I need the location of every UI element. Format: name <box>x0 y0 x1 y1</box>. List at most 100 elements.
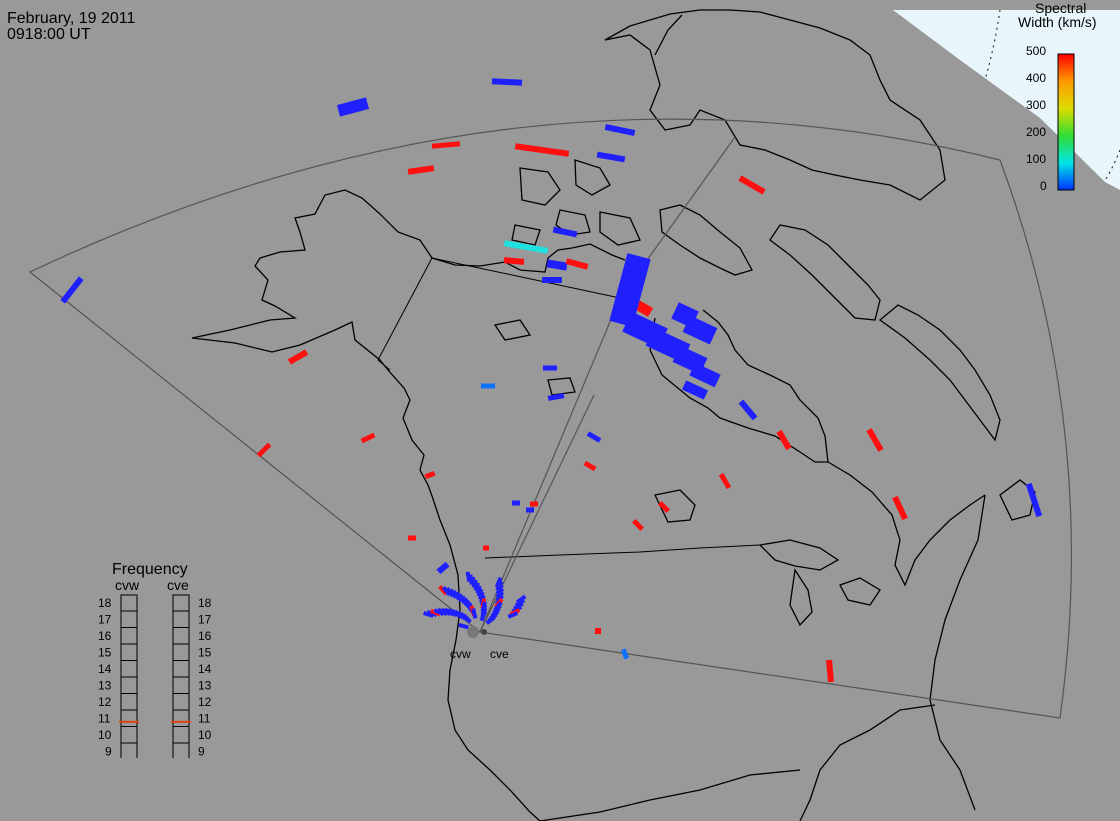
echo-block <box>682 380 708 400</box>
echo-cell <box>866 428 884 452</box>
echo-cell-near <box>471 608 478 619</box>
frequency-cve-tick-label: 18 <box>198 596 212 610</box>
colorbar-tick-300: 300 <box>1026 98 1046 112</box>
echo-cell <box>407 165 435 175</box>
cvw-label: cvw <box>450 647 471 661</box>
frequency-title: Frequency <box>112 561 188 578</box>
echo-cell-near <box>485 615 496 625</box>
frequency-panel: Frequency cvw cve 18 18 17 17 16 16 15 15 14 14 13… <box>98 561 212 758</box>
echo-cell <box>565 258 589 270</box>
frequency-cve-label: cve <box>167 577 189 593</box>
echo-cell <box>530 501 538 507</box>
colorbar-title-1: Spectral <box>1035 0 1086 16</box>
echo-cell-near <box>494 576 503 588</box>
echo-cell <box>491 78 523 86</box>
echo-cell <box>738 399 758 421</box>
frequency-cve-tick-label: 9 <box>198 745 205 759</box>
frequency-cvw-tick-label: 18 <box>98 596 112 610</box>
cve-frequency-marker <box>171 720 191 723</box>
colorbar-tick-200: 200 <box>1026 125 1046 139</box>
cve-label: cve <box>490 647 509 661</box>
echo-cell <box>503 257 525 265</box>
colorbar-tick-100: 100 <box>1026 152 1046 166</box>
echo-cell <box>514 143 570 157</box>
echo-cell <box>583 460 597 472</box>
time-label: 0918:00 UT <box>7 26 91 43</box>
echo-cell <box>483 545 489 551</box>
coastlines <box>191 9 1036 821</box>
echo-cell <box>1025 482 1043 518</box>
frequency-cvw-tick-label: 16 <box>98 629 112 643</box>
echo-cell <box>892 495 908 521</box>
echo-block <box>689 362 721 388</box>
echo-cell <box>718 472 732 490</box>
echo-cell-near <box>462 613 472 624</box>
frequency-cve-tick-label: 11 <box>198 712 211 726</box>
echo-cell-near <box>507 611 519 619</box>
echo-cells <box>60 78 1043 683</box>
echo-cell <box>408 535 416 541</box>
frequency-cvw-tick-label: 9 <box>105 745 112 759</box>
frequency-cvw-label: cvw <box>115 577 140 593</box>
echo-cell <box>604 123 636 137</box>
echo-cell <box>620 648 630 660</box>
echo-cell <box>776 429 792 451</box>
echo-cell <box>826 659 834 683</box>
echo-cell <box>595 628 601 634</box>
echo-cell-near <box>495 580 504 592</box>
echo-block <box>609 253 651 327</box>
date-label: February, 19 2011 <box>7 10 136 27</box>
echo-cell <box>287 349 309 365</box>
cvw-site-marker <box>467 626 479 638</box>
echo-cell <box>431 141 461 149</box>
echo-cell-near <box>423 611 434 618</box>
echo-cell <box>60 276 84 304</box>
echo-cell <box>552 226 578 238</box>
echo-cell <box>547 393 565 401</box>
frequency-cvw-tick-label: 13 <box>98 679 112 693</box>
terminator-dotted-line <box>984 9 1120 183</box>
colorbar-tick-400: 400 <box>1026 71 1046 85</box>
cvw-frequency-marker <box>119 720 139 723</box>
echo-cell-near <box>479 610 488 622</box>
echo-cell <box>436 561 450 575</box>
colorbar-tick-500: 500 <box>1026 44 1046 58</box>
frequency-cve-tick-label: 14 <box>198 662 212 676</box>
echo-cell-near <box>458 622 469 630</box>
echo-cell <box>738 175 766 195</box>
frequency-cve-tick-label: 13 <box>198 679 212 693</box>
radar-sites: cvw cve <box>450 626 509 661</box>
echo-cell <box>336 97 370 117</box>
colorbar-gradient <box>1057 53 1075 191</box>
echo-cell <box>526 507 534 513</box>
echo-cell <box>596 151 626 163</box>
echo-cell <box>424 470 436 480</box>
echo-cell <box>546 259 568 271</box>
colorbar: Spectral Width (km/s) 500 400 300 200 10… <box>1018 0 1097 193</box>
colorbar-title-2: Width (km/s) <box>1018 14 1097 30</box>
frequency-cvw-tick-label: 14 <box>98 662 112 676</box>
echo-cell <box>657 500 671 514</box>
echo-cell <box>586 431 602 443</box>
echo-cell <box>503 240 549 254</box>
frequency-cve-tick-label: 17 <box>198 613 212 627</box>
echo-cell <box>512 500 520 506</box>
echo-cell <box>542 277 562 283</box>
echo-cell <box>256 442 272 458</box>
frequency-ticks: 1818171716161515141413131212111110109988 <box>98 596 212 758</box>
frequency-cvw-tick-label: 12 <box>98 695 112 709</box>
frequency-cvw-tick-label: 10 <box>98 728 112 742</box>
frequency-cve-tick-label: 16 <box>198 629 212 643</box>
frequency-cvw-tick-label: 15 <box>98 646 112 660</box>
echo-cell-near <box>426 609 438 617</box>
borders <box>377 257 761 559</box>
echo-cell <box>631 518 645 532</box>
frequency-cvw-tick-label: 17 <box>98 613 112 627</box>
cve-site-marker <box>481 629 487 635</box>
echo-block <box>671 302 699 328</box>
frequency-cvw-tick-label: 11 <box>98 712 111 726</box>
frequency-cve-tick-label: 10 <box>198 728 212 742</box>
echo-cell <box>543 365 557 371</box>
frequency-cve-tick-label: 12 <box>198 695 212 709</box>
